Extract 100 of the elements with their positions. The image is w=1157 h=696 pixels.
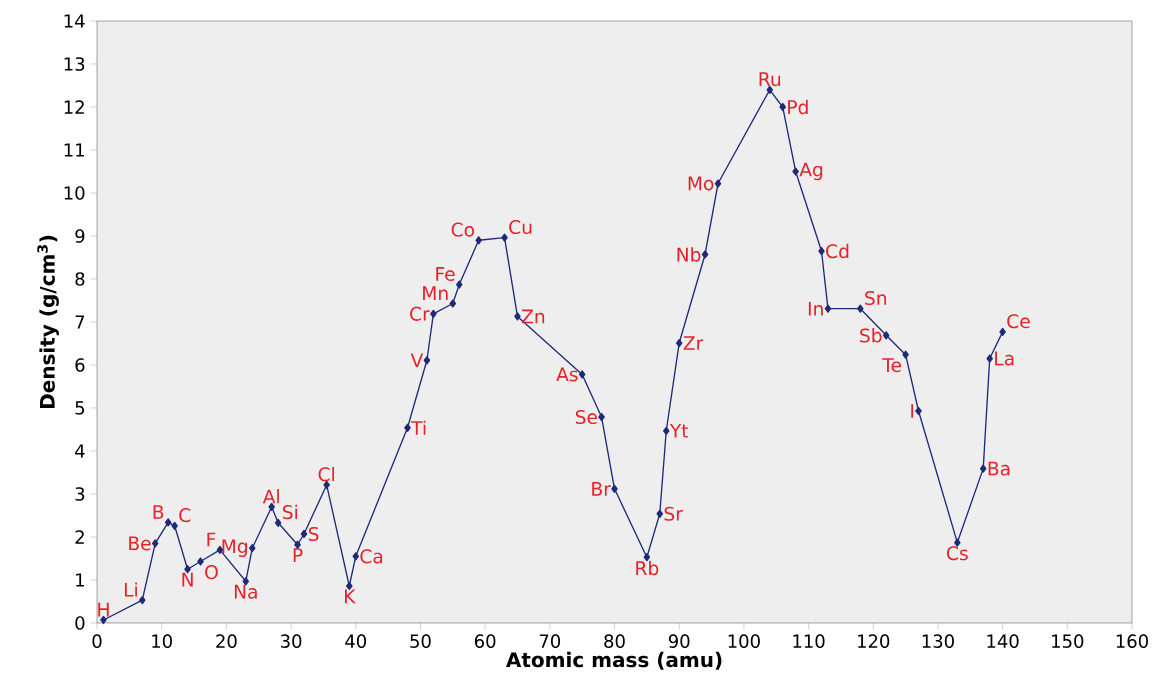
point — [882, 331, 890, 340]
point — [197, 557, 204, 566]
point — [611, 484, 618, 493]
y-tick-label: 0 — [75, 616, 85, 630]
annotation: Co — [451, 222, 475, 237]
annotation: Ce — [1007, 314, 1030, 329]
x-tick-label: 100 — [728, 634, 760, 648]
point — [578, 370, 586, 379]
point — [151, 539, 159, 548]
annotation: Mo — [688, 176, 714, 191]
y-axis-title: Density (g/cm$^{3}$) — [37, 235, 59, 409]
x-tick-label: 160 — [1116, 634, 1148, 648]
annotation: Zn — [521, 309, 545, 324]
point — [656, 509, 664, 518]
annotation: Zr — [683, 336, 704, 350]
point — [675, 338, 683, 348]
annotation: P — [293, 548, 303, 562]
annotation: N — [182, 572, 193, 587]
annotation: Mn — [423, 286, 448, 300]
x-tick-label: 80 — [604, 634, 625, 648]
annotation: Pd — [788, 99, 808, 115]
x-axis-title: Atomic mass (amu) — [505, 651, 722, 670]
x-tick-label: 60 — [474, 634, 496, 648]
annotation: V — [410, 353, 424, 368]
x-tick-label: 0 — [92, 634, 102, 648]
point — [979, 464, 987, 473]
annotation: Cs — [947, 546, 968, 561]
point — [792, 167, 799, 176]
point — [404, 423, 411, 432]
y-tick-label: 14 — [64, 14, 85, 28]
annotation: Br — [592, 482, 611, 496]
x-tick-label: 50 — [410, 634, 431, 648]
point — [164, 518, 172, 527]
annotation: Sr — [664, 506, 683, 521]
annotation: Sn — [865, 290, 887, 306]
annotation: Fe — [436, 267, 455, 281]
annotation: Ti — [411, 420, 426, 435]
annotation: O — [205, 565, 218, 580]
annotation: B — [153, 505, 164, 519]
annotation: In — [808, 301, 823, 316]
point — [999, 327, 1006, 337]
annotation: Yt — [669, 423, 689, 438]
point — [139, 596, 146, 605]
y-tick-label: 8 — [75, 272, 85, 286]
annotation: As — [556, 367, 578, 382]
y-tick-label: 12 — [64, 100, 84, 114]
point — [171, 521, 178, 530]
point — [300, 529, 308, 539]
point — [514, 312, 521, 321]
annotation: F — [207, 532, 216, 547]
annotation: Sb — [860, 328, 882, 343]
annotation: Si — [282, 504, 298, 520]
x-tick-label: 10 — [152, 634, 172, 648]
x-tick-label: 70 — [539, 634, 561, 648]
y-tick-label: 11 — [64, 143, 84, 157]
point — [501, 233, 508, 242]
annotation: Cu — [509, 219, 532, 235]
x-tick-label: 140 — [987, 634, 1019, 648]
point — [423, 356, 431, 365]
annotation: Te — [882, 358, 902, 373]
x-tick-label: 40 — [345, 634, 367, 648]
x-tick-label: 20 — [216, 634, 237, 648]
annotation: Nb — [677, 247, 701, 262]
annotation: Cl — [318, 466, 334, 482]
point — [915, 406, 922, 416]
annotation: Ru — [759, 72, 781, 87]
annotation: I — [911, 404, 914, 418]
annotation: Al — [262, 489, 279, 504]
y-tick-label: 7 — [75, 315, 85, 329]
point — [701, 250, 709, 259]
point — [986, 354, 993, 363]
x-tick-label: 120 — [858, 634, 890, 648]
y-tick-label: 10 — [64, 186, 85, 200]
x-tick-label: 130 — [922, 634, 954, 648]
y-tick-label: 5 — [75, 401, 85, 415]
point — [662, 426, 670, 435]
point — [818, 246, 825, 256]
point — [430, 309, 437, 318]
y-tick-label: 3 — [75, 487, 85, 501]
annotation: H — [98, 602, 109, 617]
annotation: Be — [129, 536, 151, 551]
annotation: La — [995, 351, 1014, 366]
y-tick-label: 4 — [75, 444, 85, 458]
point — [449, 299, 457, 308]
point — [779, 102, 786, 112]
annotation: S — [308, 526, 319, 542]
annotation: Ca — [360, 549, 383, 564]
point — [714, 179, 722, 188]
x-tick-label: 90 — [668, 634, 690, 648]
y-tick-label: 13 — [64, 57, 85, 71]
point — [274, 518, 282, 527]
y-tick-label: 1 — [76, 573, 84, 587]
annotation: Rb — [636, 560, 659, 576]
x-tick-label: 150 — [1052, 634, 1084, 648]
annotation: Se — [575, 409, 597, 425]
annotation: Li — [124, 582, 137, 597]
point — [475, 236, 482, 245]
y-tick-label: 9 — [75, 229, 85, 243]
point — [824, 304, 832, 313]
annotation: C — [179, 508, 191, 523]
